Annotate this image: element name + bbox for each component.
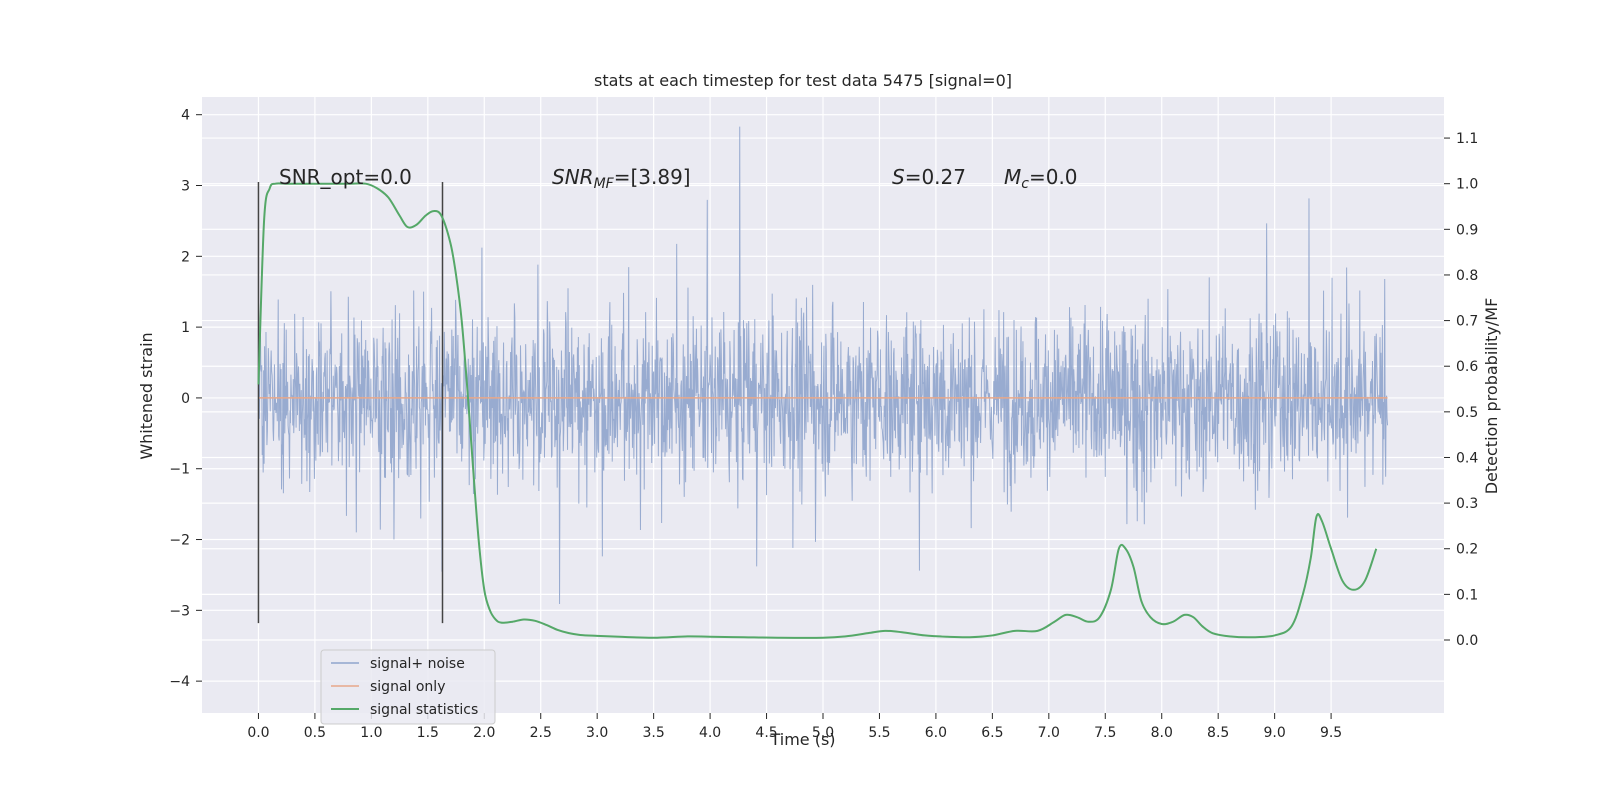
chart-title: stats at each timestep for test data 547… <box>594 71 1012 90</box>
s-annotation: S=0.27 <box>892 165 966 189</box>
right-y-tick-label: 0.6 <box>1456 359 1478 375</box>
mc-annotation: Mc=0.0 <box>1004 165 1078 192</box>
x-tick-label: 1.0 <box>360 725 382 741</box>
mc-label: M <box>1004 165 1021 189</box>
snr-mf-suffix: =[3.89] <box>614 165 691 189</box>
y-tick-label: 1 <box>181 320 190 336</box>
x-tick-label: 7.0 <box>1038 725 1060 741</box>
signal-plus-noise-series <box>257 126 1389 604</box>
y-tick-label: −4 <box>169 674 190 690</box>
y-tick-label: −3 <box>169 603 190 619</box>
vertical-markers <box>257 181 444 624</box>
signal-statistics-line <box>257 182 1378 639</box>
y-tick-label: −1 <box>169 462 190 478</box>
x-tick-label: 8.5 <box>1207 725 1229 741</box>
s-value: =0.27 <box>905 165 966 189</box>
y-tick-label: 3 <box>181 179 190 195</box>
right-y-tick-label: 0.5 <box>1456 405 1478 421</box>
right-y-tick-label: 0.0 <box>1456 633 1478 649</box>
snr-mf-annotation: SNRMF=[3.89] <box>552 165 691 192</box>
signal-plus-noise-line <box>257 126 1389 604</box>
x-tick-label: 1.5 <box>417 725 439 741</box>
x-tick-label: 8.0 <box>1151 725 1173 741</box>
x-axis-ticks: 0.0 0.5 1.0 1.5 2.0 2.5 3.0 3.5 4.0 4.5 5.0 5.5 6.0 6… <box>247 713 1342 741</box>
legend-label-signal-statistics: signal statistics <box>370 702 478 718</box>
right-y-tick-label: 0.7 <box>1456 314 1478 330</box>
x-tick-label: 9.5 <box>1320 725 1342 741</box>
legend: signal+ noise signal only signal statist… <box>320 649 496 725</box>
right-y-tick-label: 0.1 <box>1456 587 1478 603</box>
mc-sub: c <box>1021 176 1029 192</box>
right-y-tick-label: 0.9 <box>1456 222 1478 238</box>
right-y-tick-label: 0.8 <box>1456 268 1478 284</box>
x-tick-label: 6.5 <box>981 725 1003 741</box>
s-label: S <box>892 165 905 189</box>
y-tick-label: 4 <box>181 108 190 124</box>
mc-value: =0.0 <box>1029 165 1078 189</box>
snr-mf-sub: MF <box>594 176 615 192</box>
legend-box <box>320 649 496 725</box>
y-tick-label: 0 <box>181 391 190 407</box>
x-tick-label: 0.5 <box>304 725 326 741</box>
right-y-tick-label: 0.2 <box>1456 542 1478 558</box>
x-tick-label: 6.0 <box>925 725 947 741</box>
x-axis-label: Time (s) <box>769 730 835 749</box>
right-y-tick-label: 1.0 <box>1456 177 1478 193</box>
x-tick-label: 2.5 <box>530 725 552 741</box>
x-tick-label: 7.5 <box>1094 725 1116 741</box>
snr-opt-annotation: SNR_opt=0.0 <box>279 165 412 189</box>
x-tick-label: 3.5 <box>643 725 665 741</box>
x-tick-label: 2.0 <box>473 725 495 741</box>
y-tick-label: −2 <box>169 533 190 549</box>
left-y-axis-ticks: 4 3 2 1 0 −1 −2 −3 −4 <box>169 108 202 690</box>
x-tick-label: 5.5 <box>868 725 890 741</box>
x-tick-label: 0.0 <box>247 725 269 741</box>
y-axis-label: Whitened strain <box>137 332 156 459</box>
x-tick-label: 4.0 <box>699 725 721 741</box>
right-y-tick-label: 1.1 <box>1456 131 1478 147</box>
x-tick-label: 5.0 <box>812 725 834 741</box>
x-tick-label: 4.5 <box>755 725 777 741</box>
x-tick-label: 3.0 <box>586 725 608 741</box>
snr-mf-prefix: SNR <box>552 165 594 189</box>
y-tick-label: 2 <box>181 249 190 265</box>
legend-label-signal-only: signal only <box>370 679 445 695</box>
right-y-tick-label: 0.3 <box>1456 496 1478 512</box>
right-y-axis-label: Detection probability/MF <box>1482 298 1501 495</box>
right-y-axis-ticks: 1.1 1.0 0.9 0.8 0.7 0.6 0.5 0.4 0.3 0.2 0.1 0.0 <box>1444 131 1478 649</box>
legend-label-signal-noise: signal+ noise <box>370 656 465 672</box>
signal-statistics-series <box>257 182 1378 639</box>
right-y-tick-label: 0.4 <box>1456 450 1478 466</box>
x-tick-label: 9.0 <box>1264 725 1286 741</box>
